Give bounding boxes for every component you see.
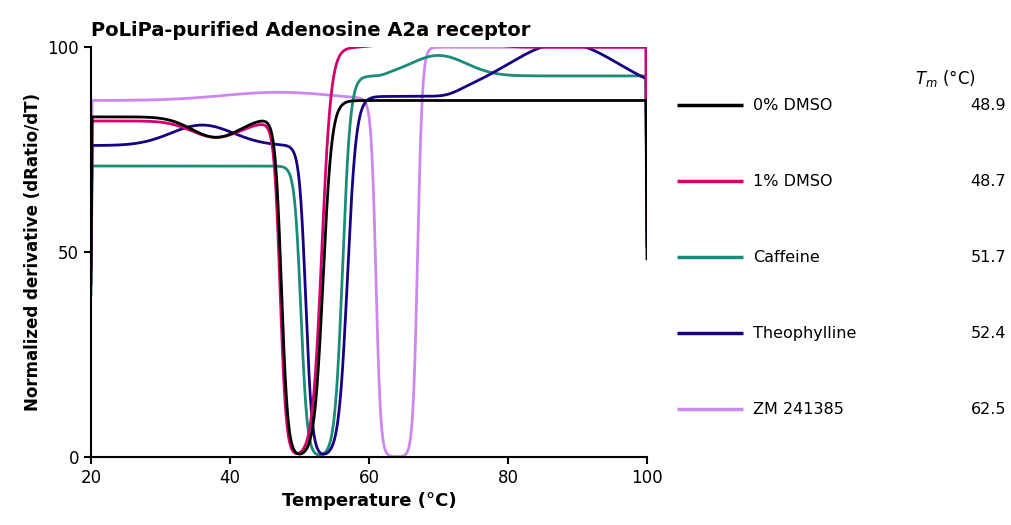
Text: 0% DMSO: 0% DMSO (753, 98, 833, 112)
Text: 62.5: 62.5 (971, 402, 1006, 417)
X-axis label: Temperature (°C): Temperature (°C) (282, 492, 456, 510)
Text: PoLiPa-purified Adenosine A2a receptor: PoLiPa-purified Adenosine A2a receptor (91, 21, 531, 40)
Text: Theophylline: Theophylline (753, 326, 856, 341)
Text: 51.7: 51.7 (971, 250, 1006, 265)
Text: ZM 241385: ZM 241385 (753, 402, 844, 417)
Text: 52.4: 52.4 (971, 326, 1006, 341)
Text: 1% DMSO: 1% DMSO (753, 174, 833, 188)
Y-axis label: Normalized derivative (dRatio/dT): Normalized derivative (dRatio/dT) (24, 93, 42, 411)
Text: $T_m$ (°C): $T_m$ (°C) (915, 68, 976, 89)
Text: 48.7: 48.7 (971, 174, 1006, 188)
Text: Caffeine: Caffeine (753, 250, 820, 265)
Text: 48.9: 48.9 (971, 98, 1006, 112)
